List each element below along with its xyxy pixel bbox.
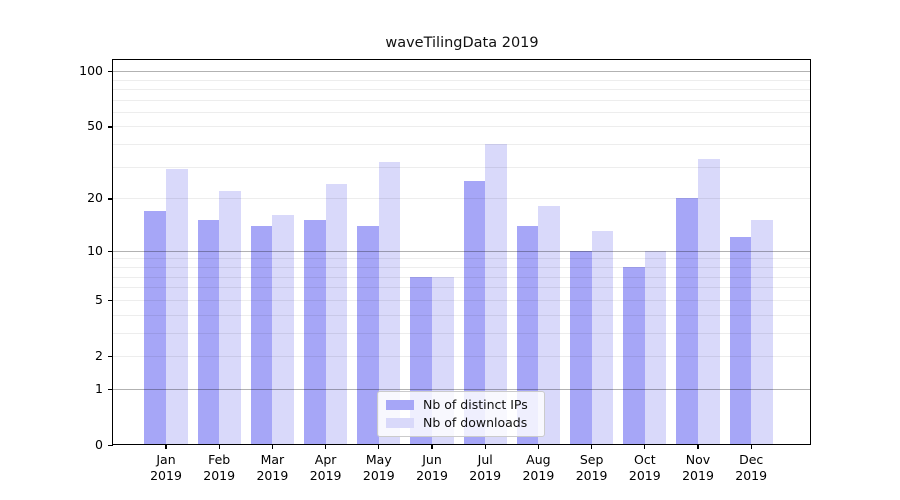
bar-downloads-jul xyxy=(485,144,507,445)
y-tick-label-2: 2 xyxy=(95,348,103,363)
legend-row-ips: Nb of distinct IPs xyxy=(386,398,536,412)
x-tick-mark-feb xyxy=(218,445,220,449)
gridline-40 xyxy=(113,144,811,146)
x-tick-mark-may xyxy=(378,445,380,449)
y-tick-mark-100 xyxy=(108,71,113,73)
x-tick-label-jan: Jan 2019 xyxy=(150,452,182,483)
bar-ips-may xyxy=(357,225,379,445)
bar-downloads-apr xyxy=(325,184,348,445)
bar-downloads-feb xyxy=(219,190,241,445)
bar-downloads-aug xyxy=(538,206,560,445)
x-tick-label-sep: Sep 2019 xyxy=(575,452,608,483)
gridline-9 xyxy=(113,258,811,260)
gridline-4 xyxy=(113,314,811,316)
bar-ips-aug xyxy=(516,225,539,445)
bar-downloads-dec xyxy=(751,220,773,445)
gridline-60 xyxy=(113,111,811,113)
y-tick-label-50: 50 xyxy=(87,118,103,134)
y-tick-label-100: 100 xyxy=(79,63,103,78)
bar-ips-sep xyxy=(570,250,592,445)
x-tick-label-aug: Aug 2019 xyxy=(522,452,555,483)
gridline-20 xyxy=(113,198,811,200)
x-tick-mark-sep xyxy=(591,445,593,449)
legend-swatch-ips-icon xyxy=(386,400,414,410)
x-tick-mark-jun xyxy=(431,445,433,449)
bar-ips-nov xyxy=(676,198,698,445)
bar-downloads-sep xyxy=(591,231,614,445)
bar-downloads-nov xyxy=(698,159,720,445)
y-tick-label-0: 0 xyxy=(95,437,103,452)
y-tick-mark-2 xyxy=(108,356,113,358)
gridline-10 xyxy=(113,250,811,252)
x-tick-label-nov: Nov 2019 xyxy=(682,452,714,483)
bar-ips-dec xyxy=(729,237,752,445)
y-tick-label-1: 1 xyxy=(95,380,103,396)
x-tick-label-oct: Oct 2019 xyxy=(628,452,661,483)
gridline-30 xyxy=(113,166,811,168)
gridline-6 xyxy=(113,287,811,289)
bar-ips-oct xyxy=(623,266,645,445)
x-tick-mark-jan xyxy=(165,445,167,449)
gridline-90 xyxy=(113,79,811,81)
gridline-80 xyxy=(113,88,811,90)
y-tick-label-5: 5 xyxy=(95,291,103,307)
legend-label-downloads: Nb of downloads xyxy=(423,415,528,430)
y-tick-mark-0 xyxy=(108,445,113,447)
gridline-3 xyxy=(113,332,811,334)
chart-title: waveTilingData 2019 xyxy=(385,35,539,51)
y-tick-mark-1 xyxy=(108,388,113,391)
y-tick-mark-10 xyxy=(108,250,113,252)
bar-downloads-jan xyxy=(166,169,188,445)
x-tick-label-jul: Jul 2019 xyxy=(469,452,502,483)
legend-row-downloads: Nb of downloads xyxy=(386,416,536,430)
x-tick-mark-oct xyxy=(644,445,646,449)
x-tick-mark-mar xyxy=(271,445,274,449)
gridline-8 xyxy=(113,267,811,268)
gridline-70 xyxy=(113,99,811,101)
bar-ips-apr xyxy=(304,220,326,445)
gridline-2 xyxy=(113,356,811,357)
gridline-1 xyxy=(113,388,811,390)
x-tick-mark-dec xyxy=(750,445,752,449)
gridline-7 xyxy=(113,276,811,278)
y-tick-mark-5 xyxy=(108,299,113,302)
x-tick-mark-apr xyxy=(325,445,327,449)
gridline-5 xyxy=(113,299,811,301)
bar-downloads-oct xyxy=(644,250,667,445)
x-tick-label-feb: Feb 2019 xyxy=(203,452,236,483)
bar-ips-feb xyxy=(197,220,220,445)
gridline-50 xyxy=(113,126,811,128)
legend: Nb of distinct IPs Nb of downloads xyxy=(377,391,545,437)
x-tick-mark-aug xyxy=(537,445,540,449)
x-tick-label-jun: Jun 2019 xyxy=(416,452,448,483)
y-tick-label-10: 10 xyxy=(87,242,103,258)
bar-ips-jul xyxy=(463,181,486,445)
x-tick-mark-nov xyxy=(697,445,699,449)
x-tick-label-apr: Apr 2019 xyxy=(309,452,342,483)
bar-downloads-may xyxy=(378,161,401,445)
x-tick-label-mar: Mar 2019 xyxy=(256,452,289,483)
gridline-100 xyxy=(113,71,811,72)
legend-swatch-downloads-icon xyxy=(386,418,414,428)
y-tick-mark-20 xyxy=(108,198,113,200)
bar-ips-jan xyxy=(144,210,166,445)
x-tick-label-dec: Dec 2019 xyxy=(735,452,768,483)
bar-downloads-mar xyxy=(272,215,294,445)
legend-label-ips: Nb of distinct IPs xyxy=(423,397,528,412)
x-tick-label-may: May 2019 xyxy=(362,452,395,483)
x-tick-mark-jul xyxy=(484,445,486,449)
y-tick-label-20: 20 xyxy=(87,190,103,206)
y-tick-mark-50 xyxy=(108,126,113,128)
plot-area xyxy=(113,60,811,445)
bar-ips-mar xyxy=(250,225,273,445)
